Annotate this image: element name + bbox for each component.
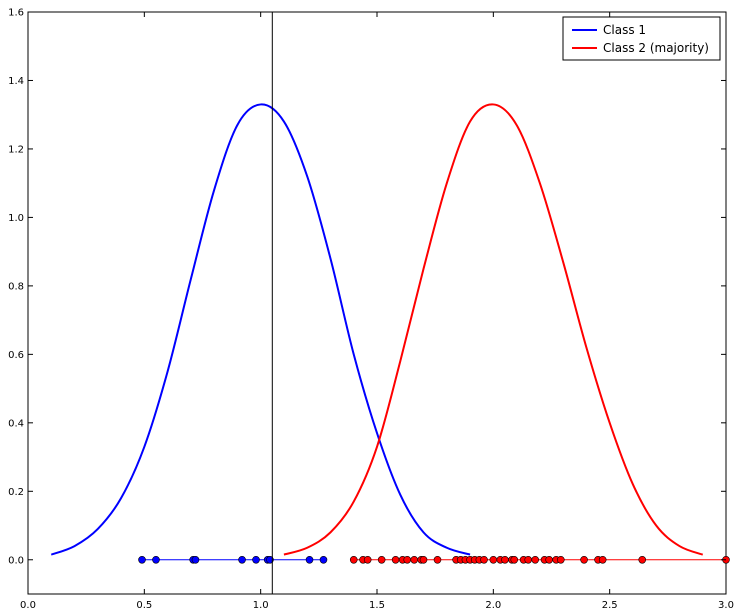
data-point-class-2-samples: [419, 555, 428, 564]
plot-area: [27, 11, 727, 595]
legend-label-class-2: Class 2 (majority): [603, 41, 709, 55]
data-point-class-1-samples: [138, 555, 146, 564]
y-tick-label: 0.0: [8, 555, 24, 566]
data-point-class-1-samples: [305, 555, 314, 564]
x-tick-label: 2.0: [485, 600, 501, 611]
data-point-class-2-samples: [349, 555, 358, 564]
x-tick-label: 1.0: [253, 600, 269, 611]
data-point-class-1-samples: [152, 555, 160, 564]
x-tick-label: 0.5: [136, 600, 152, 611]
data-point-class-2-samples: [433, 555, 442, 564]
data-point-class-2-samples: [480, 555, 488, 564]
data-point-class-2-samples: [638, 555, 647, 564]
y-tick-label: 1.4: [8, 76, 24, 87]
y-tick-label: 0.6: [8, 350, 24, 361]
y-tick-label: 1.2: [8, 144, 24, 155]
x-tick-label: 3.0: [718, 600, 734, 611]
data-point-class-2-samples: [410, 555, 419, 564]
legend: Class 1 Class 2 (majority): [562, 16, 721, 61]
legend-box: [562, 16, 721, 61]
data-point-class-2-samples: [363, 555, 372, 564]
y-tick-label: 1.6: [8, 8, 24, 19]
data-point-class-1-samples: [319, 555, 328, 564]
data-point-class-2-samples: [510, 555, 519, 564]
data-point-class-2-samples: [598, 555, 607, 564]
y-tick-label: 1.0: [8, 213, 24, 224]
data-point-class-2-samples: [531, 555, 540, 564]
data-point-class-2-samples: [580, 555, 588, 564]
legend-label-class-1: Class 1: [603, 23, 646, 37]
y-tick-label: 0.2: [8, 487, 24, 498]
data-point-class-2-samples: [524, 555, 533, 564]
x-tick-label: 0.0: [20, 600, 36, 611]
data-point-class-2-samples: [403, 555, 412, 564]
data-point-class-1-samples: [266, 555, 274, 564]
data-point-class-2-samples: [391, 555, 400, 564]
data-point-class-2-samples: [557, 555, 565, 564]
data-point-class-2-samples: [501, 555, 509, 564]
data-point-class-1-samples: [252, 555, 260, 564]
y-tick-label: 0.4: [8, 418, 24, 429]
data-point-class-1-samples: [238, 555, 246, 564]
data-point-class-2-samples: [377, 555, 386, 564]
series-curve-class-1: [50, 103, 471, 556]
data-point-class-1-samples: [191, 555, 200, 564]
x-tick-label: 1.5: [369, 600, 385, 611]
y-tick-label: 0.8: [8, 281, 24, 292]
x-tick-label: 2.5: [602, 600, 618, 611]
data-point-class-2-samples: [489, 555, 498, 564]
series-curve-class-2-majority: [283, 103, 704, 556]
data-point-class-2-samples: [545, 555, 553, 564]
